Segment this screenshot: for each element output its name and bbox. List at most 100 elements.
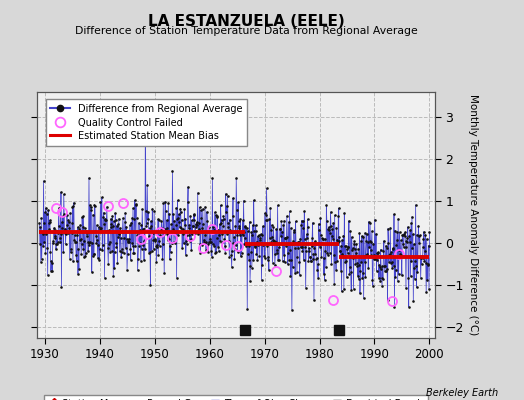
- Point: [86, 202, 94, 208]
- Point: [62, 228, 70, 234]
- Point: [297, 244, 305, 250]
- Point: [410, 276, 419, 282]
- Point: [95, 246, 104, 252]
- Point: [123, 235, 131, 242]
- Point: [155, 216, 163, 223]
- Point: [264, 254, 272, 260]
- Point: [108, 248, 116, 254]
- Point: [160, 230, 168, 237]
- Point: [199, 220, 208, 227]
- Point: [37, 215, 46, 222]
- Point: [256, 231, 265, 237]
- Point: [393, 229, 401, 235]
- Point: [54, 205, 63, 211]
- Point: [285, 219, 293, 225]
- Point: [223, 231, 231, 238]
- Point: [418, 253, 426, 259]
- Point: [308, 243, 316, 249]
- Point: [311, 238, 319, 244]
- Point: [403, 224, 412, 230]
- Point: [35, 220, 43, 226]
- Point: [69, 202, 78, 209]
- Point: [151, 237, 160, 243]
- Point: [278, 229, 287, 235]
- Point: [222, 203, 231, 209]
- Point: [179, 229, 188, 236]
- Point: [206, 238, 214, 245]
- Point: [170, 218, 179, 224]
- Point: [171, 222, 180, 229]
- Point: [376, 246, 385, 253]
- Point: [203, 218, 212, 224]
- Point: [44, 207, 52, 214]
- Point: [152, 242, 160, 249]
- Point: [187, 247, 195, 253]
- Point: [364, 239, 372, 245]
- Point: [191, 230, 199, 236]
- Point: [236, 232, 244, 239]
- Point: [331, 241, 340, 248]
- Point: [409, 231, 417, 238]
- Point: [420, 228, 428, 235]
- Point: [180, 206, 189, 212]
- Point: [346, 228, 355, 234]
- Point: [407, 273, 415, 279]
- Point: [255, 252, 264, 259]
- Point: [182, 238, 190, 244]
- Point: [352, 250, 360, 256]
- Point: [360, 253, 368, 260]
- Point: [293, 254, 302, 260]
- Point: [342, 274, 351, 280]
- Point: [220, 236, 228, 242]
- Point: [315, 227, 323, 233]
- Point: [49, 229, 58, 236]
- Point: [200, 238, 208, 245]
- Point: [281, 235, 290, 242]
- Point: [157, 227, 165, 233]
- Point: [301, 244, 309, 250]
- Point: [162, 224, 171, 231]
- Point: [73, 232, 81, 238]
- Point: [176, 205, 184, 212]
- Point: [223, 193, 232, 199]
- Point: [134, 267, 142, 273]
- Point: [242, 240, 250, 246]
- Point: [113, 260, 122, 266]
- Point: [119, 229, 127, 235]
- Point: [363, 231, 371, 237]
- Point: [282, 243, 290, 250]
- Point: [384, 239, 392, 246]
- Point: [142, 222, 150, 229]
- Point: [166, 256, 174, 263]
- Point: [120, 235, 128, 242]
- Point: [122, 245, 130, 252]
- Point: [68, 219, 76, 226]
- Point: [41, 250, 50, 256]
- Point: [85, 175, 93, 181]
- Y-axis label: Monthly Temperature Anomaly Difference (°C): Monthly Temperature Anomaly Difference (…: [468, 94, 478, 336]
- Point: [53, 228, 61, 234]
- Point: [315, 240, 324, 247]
- Point: [256, 237, 264, 244]
- Point: [304, 224, 312, 230]
- Point: [40, 239, 48, 245]
- Point: [160, 226, 169, 232]
- Point: [395, 246, 403, 253]
- Point: [165, 210, 173, 217]
- Point: [155, 238, 163, 244]
- Point: [392, 242, 400, 248]
- Point: [349, 254, 357, 261]
- Point: [241, 223, 249, 229]
- Point: [84, 242, 93, 249]
- Point: [169, 226, 177, 232]
- Point: [356, 268, 365, 274]
- Point: [200, 240, 209, 246]
- Point: [252, 251, 260, 258]
- Point: [51, 227, 60, 234]
- Point: [182, 241, 191, 247]
- Point: [304, 245, 313, 251]
- Point: [38, 228, 46, 235]
- Point: [207, 238, 215, 245]
- Point: [373, 250, 381, 256]
- Point: [137, 258, 145, 264]
